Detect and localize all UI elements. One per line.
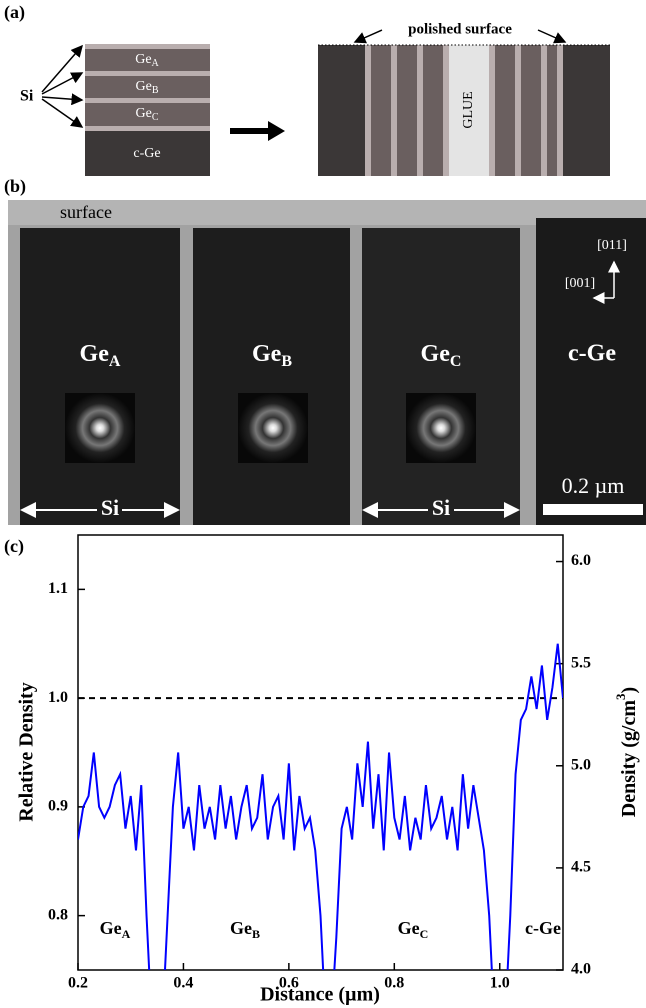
x-tick-label: 0.4 <box>173 975 193 992</box>
direction-label: [001] <box>565 276 595 291</box>
x-axis-label: Distance (µm) <box>260 984 380 1006</box>
region-label: GeC <box>421 341 462 370</box>
y-tick-label: 0.9 <box>48 798 68 815</box>
layer <box>85 76 210 98</box>
region-label: GeC <box>398 918 429 941</box>
y2-tick-label: 5.0 <box>571 756 591 773</box>
region-label-sub: C <box>420 927 429 941</box>
surface-arrow <box>353 29 383 44</box>
si-arrows <box>41 44 84 128</box>
layer <box>85 103 210 126</box>
process-arrow <box>230 121 285 141</box>
region-label-main: Ge <box>398 918 420 938</box>
y2-tick-label: 4.5 <box>571 859 591 876</box>
surface-label: polished surface <box>408 21 512 37</box>
region-label: c-Ge <box>568 341 616 367</box>
y-tick-label: 0.8 <box>48 906 68 923</box>
y2-tick-label: 6.0 <box>571 552 591 569</box>
scale-label: 0.2 µm <box>562 473 625 498</box>
panel-label: (c) <box>4 536 24 557</box>
si-stripes <box>365 45 563 176</box>
region-label: GeA <box>80 341 121 370</box>
si-label: Si <box>20 88 34 105</box>
region-label-sub: A <box>122 927 131 941</box>
panel-b: (b) surface GeA GeB GeC c-Ge Si Si 0.2 µ… <box>4 176 646 525</box>
si-label: Si <box>101 495 119 520</box>
substrate <box>85 131 210 176</box>
panel-label: (b) <box>4 176 26 197</box>
ge-region <box>20 228 180 525</box>
y2-tick-label: 4.0 <box>571 961 591 978</box>
diffraction-inset <box>238 393 308 463</box>
scale-bar <box>543 504 643 515</box>
layer <box>85 49 210 71</box>
glue-label: GLUE <box>461 91 476 128</box>
region-label-main: Ge <box>100 918 122 938</box>
ge-region <box>193 228 350 525</box>
region-label: c-Ge <box>525 918 561 938</box>
y2-tick-label: 5.5 <box>571 654 591 671</box>
x-tick-label: 0.6 <box>279 975 299 992</box>
panel-a: (a) GeA GeB GeC c-Ge Si GLUE polished su… <box>4 2 610 176</box>
region-label: GeB <box>252 341 292 370</box>
surface-arrow <box>537 29 567 44</box>
y-tick-label: 1.1 <box>48 580 68 597</box>
y-axis-label: Relative Density <box>16 682 38 821</box>
layer-label: GeA <box>135 52 159 69</box>
region-label-main: c-Ge <box>525 918 561 938</box>
block-end <box>563 45 610 176</box>
si-label: Si <box>432 495 450 520</box>
surface-label: surface <box>60 202 112 222</box>
ge-region <box>362 228 520 525</box>
block-end <box>318 45 365 176</box>
direction-label: [011] <box>597 238 627 253</box>
plot-frame <box>77 534 564 971</box>
y2-axis-label: Density (g/cm3) <box>613 687 640 817</box>
glue <box>449 45 489 176</box>
diffraction-inset <box>406 393 476 463</box>
region-label: GeA <box>100 918 131 941</box>
x-tick-label: 0.2 <box>68 975 88 992</box>
diffraction-inset <box>65 393 135 463</box>
region-label-sub: B <box>252 927 260 941</box>
region-label-main: Ge <box>230 918 252 938</box>
data-line <box>78 643 563 970</box>
layer-label: GeC <box>136 106 159 123</box>
panel-c: (c) Distance (µm) Relative Density Densi… <box>4 534 640 1006</box>
x-tick-label: 1.0 <box>490 975 510 992</box>
layer-label: GeB <box>136 79 159 96</box>
substrate-label: c-Ge <box>133 146 160 161</box>
y-tick-label: 1.0 <box>48 689 68 706</box>
c-ge-region <box>536 218 646 525</box>
x-tick-label: 0.8 <box>384 975 404 992</box>
panel-label: (a) <box>4 2 25 23</box>
region-label: GeB <box>230 918 260 941</box>
